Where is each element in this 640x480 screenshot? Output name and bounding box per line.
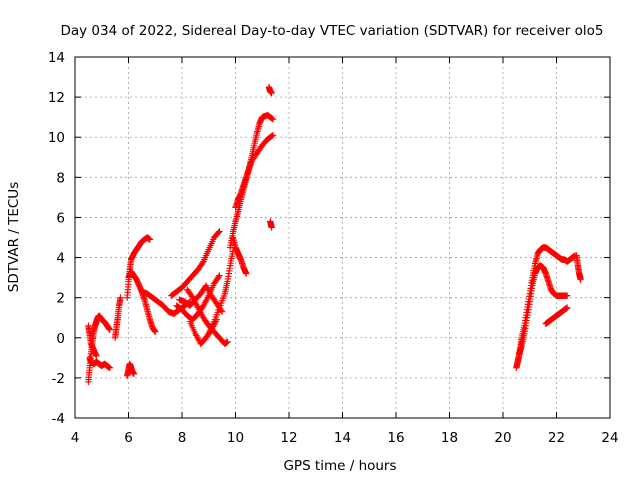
data-point xyxy=(268,115,276,122)
y-tick-label: 8 xyxy=(56,170,65,186)
data-point xyxy=(117,294,124,301)
y-tick-label: -2 xyxy=(52,371,65,387)
y-tick-label: 10 xyxy=(48,130,65,146)
x-tick-label: 20 xyxy=(494,430,511,446)
data-point xyxy=(218,308,226,315)
series-seg-w xyxy=(573,252,584,283)
x-axis-label: GPS time / hours xyxy=(283,458,396,474)
x-tick-label: 10 xyxy=(227,430,244,446)
x-tick-label: 14 xyxy=(334,430,351,446)
data-point xyxy=(106,326,113,333)
data-point xyxy=(268,224,275,231)
data-point xyxy=(224,338,231,345)
y-tick-label: 12 xyxy=(48,90,65,106)
series-seg-f xyxy=(123,234,154,301)
data-point xyxy=(146,236,154,243)
series-seg-i xyxy=(168,228,223,299)
series-seg-o xyxy=(226,111,277,251)
data-point xyxy=(269,132,277,139)
series-seg-e xyxy=(123,360,138,380)
series-seg-v xyxy=(542,304,571,327)
y-axis: -4 -2 0 2 4 6 8 10 12 14 xyxy=(48,50,610,427)
x-tick-label: 12 xyxy=(280,430,297,446)
data-point xyxy=(199,259,206,267)
y-tick-label: 6 xyxy=(56,210,65,226)
data-point xyxy=(564,304,571,311)
x-tick-label: 16 xyxy=(387,430,404,446)
x-tick-label: 4 xyxy=(71,430,80,446)
series-seg-r xyxy=(265,83,275,97)
data-point xyxy=(268,132,276,140)
series-seg-s xyxy=(267,218,275,231)
y-axis-label: SDTVAR / TECUs xyxy=(6,182,22,292)
grid xyxy=(75,57,610,418)
data-point xyxy=(215,273,222,281)
data-point xyxy=(564,292,571,299)
y-tick-label: 2 xyxy=(56,291,65,307)
data-point xyxy=(106,364,113,372)
x-axis: 4 6 8 10 12 14 16 18 20 22 24 xyxy=(71,57,619,446)
y-tick-label: -4 xyxy=(52,411,65,427)
series-seg-u xyxy=(515,262,571,358)
x-tick-label: 22 xyxy=(548,430,565,446)
y-tick-label: 14 xyxy=(48,50,65,66)
series-seg-a xyxy=(85,312,113,386)
chart-title: Day 034 of 2022, Sidereal Day-to-day VTE… xyxy=(60,23,603,39)
x-tick-label: 18 xyxy=(441,430,458,446)
data-point xyxy=(152,328,159,335)
x-tick-label: 6 xyxy=(124,430,133,446)
data-point xyxy=(577,276,584,283)
data-point xyxy=(216,272,223,279)
x-tick-label: 8 xyxy=(178,430,187,446)
data-point xyxy=(93,352,100,360)
data-point xyxy=(215,229,222,236)
series-seg-j xyxy=(173,272,223,323)
data-point xyxy=(243,270,250,277)
series-seg-q xyxy=(229,234,250,277)
series-seg-g xyxy=(125,268,159,335)
y-tick-label: 4 xyxy=(56,251,65,267)
plot-area xyxy=(85,83,584,386)
series-seg-n xyxy=(205,248,237,337)
series-seg-d xyxy=(111,294,124,341)
x-tick-label: 24 xyxy=(601,430,618,446)
series-seg-c xyxy=(85,322,100,360)
series-seg-p xyxy=(232,132,277,211)
data-point xyxy=(268,89,275,97)
data-point xyxy=(130,370,138,378)
y-tick-label: 0 xyxy=(56,331,65,347)
data-point xyxy=(216,228,223,235)
data-point xyxy=(269,115,277,123)
series-seg-b xyxy=(86,354,113,372)
